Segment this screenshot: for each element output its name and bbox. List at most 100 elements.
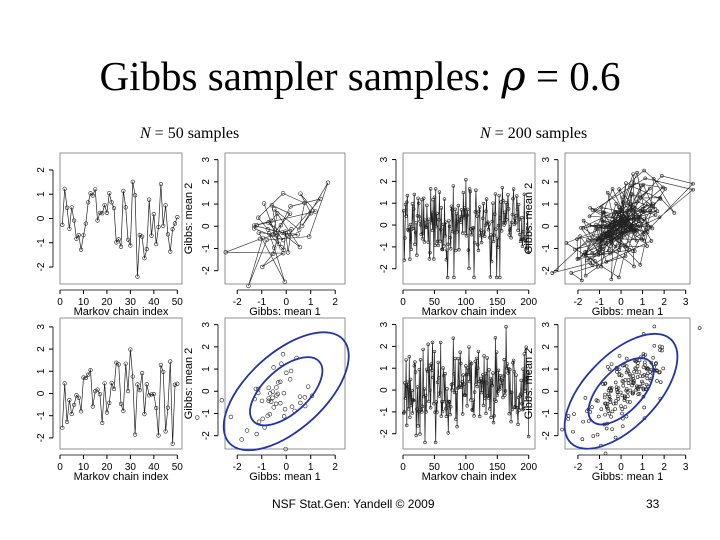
sample-point [593,259,597,263]
sample-point [594,227,599,231]
sample-point [631,374,636,378]
trace-point [464,372,469,377]
sample-point [580,278,584,283]
trace-point [452,372,456,376]
trace-point [462,382,466,386]
sample-point [641,387,646,392]
sample-point [602,225,606,230]
sample-point [259,398,265,404]
y-tick-label: 1 [201,366,212,372]
trace-point [172,221,178,226]
trace-point [493,212,497,216]
trace-point [521,367,525,371]
sample-point [603,401,607,406]
trace-point [88,367,93,373]
x-tick-label: 50 [429,297,441,308]
sample-point [283,231,288,236]
trace-point [484,411,488,416]
trace-point [123,205,128,210]
trace-point [439,340,443,345]
trace-point [432,195,437,200]
sample-point [623,405,628,409]
trace-point [506,207,511,211]
sample-point [607,248,611,253]
sample-point [622,394,627,399]
sample-point [625,229,630,234]
sample-point [596,243,601,247]
trace-point [484,197,489,201]
plot-frame [59,317,183,450]
trace-point [111,386,117,392]
sample-point [617,205,621,210]
sample-point [273,401,279,406]
trace-point [428,187,433,191]
trace-point [454,211,459,216]
sample-point [239,437,244,442]
trace-point [411,398,415,402]
y-tick-label: -1 [379,407,390,416]
ellipse-inner [587,357,655,426]
sample-point [640,381,645,386]
trace-point [425,203,429,208]
trace-point [501,395,505,400]
sample-point [281,237,286,243]
sample-point [638,384,643,389]
trace-point [499,229,504,233]
trace-point [488,407,492,411]
trace-point [165,232,171,237]
trace-point [459,385,464,390]
sample-point [621,215,625,219]
y-tick-label: 1 [201,201,212,207]
trace-point [413,242,417,247]
trace-point [439,414,444,418]
sample-point [645,222,650,226]
x-tick-label: 50 [429,462,441,473]
trace-point [93,187,98,192]
sample-point [595,432,600,437]
sample-point [274,393,279,398]
trace-point [521,407,526,411]
y-tick-label: -2 [379,429,390,438]
sample-point [550,271,555,275]
trace-point [461,373,466,377]
trace-point [430,210,434,215]
sample-point [621,380,626,384]
trace-point [102,381,107,386]
sample-point [638,196,643,200]
trace-point [165,405,171,410]
sample-point [619,209,624,213]
sample-point [283,446,288,452]
sample-point [626,381,631,385]
sample-point [605,190,610,195]
trace-point [494,227,498,231]
sample-point [585,238,590,242]
sample-point [629,216,634,220]
sample-point [272,207,277,212]
trace-point [403,396,408,400]
sample-point [617,223,622,228]
trace-point [462,206,467,210]
trace-point [523,238,528,242]
trace-point [467,266,471,271]
trace-point [62,186,67,191]
sample-point [614,202,618,206]
sample-point [624,388,628,393]
trace-point [427,257,432,261]
sample-point [631,212,636,216]
sample-point [267,391,273,396]
sample-point [606,365,610,369]
sample-point [614,235,619,240]
data-layer [223,180,331,289]
sample-point [616,220,621,224]
x-axis-label: Markov chain index [74,306,169,318]
trace-point [505,366,509,371]
footer-credit: NSF Stat.Gen: Yandell © 2009 [272,497,435,511]
trace-point [506,193,510,197]
sample-point [266,385,272,390]
chart-joint-n50-top: -2 -1 0 1 2 Gibbs: mean 1 -2 -1 0 1 2 3 Gibbs: mean … [183,152,346,318]
sample-point [648,186,652,191]
trace-point [508,367,512,372]
data-layer [195,331,350,452]
trace-point [496,389,500,394]
sample-point [653,362,658,366]
